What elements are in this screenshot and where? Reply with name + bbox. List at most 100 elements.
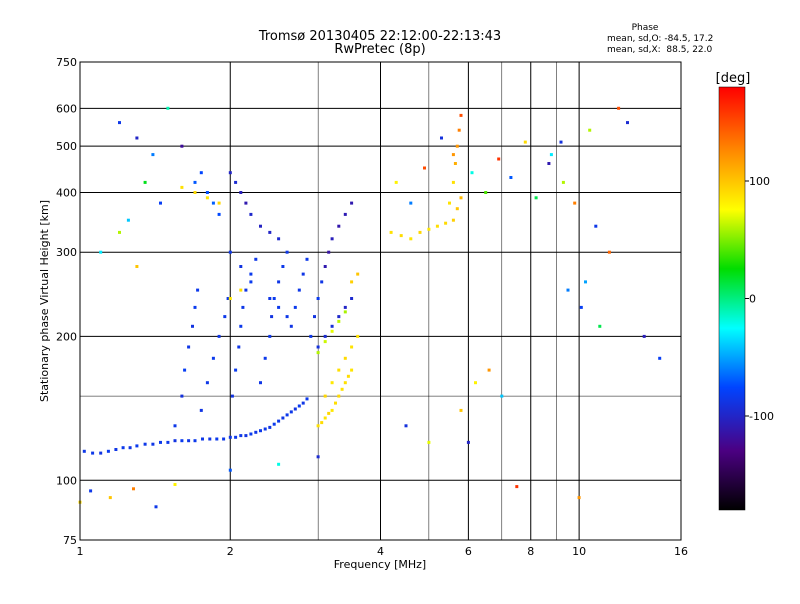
data-point <box>239 191 243 194</box>
data-point <box>118 121 121 125</box>
data-point <box>151 442 155 446</box>
data-point <box>337 319 341 323</box>
data-point <box>451 218 455 222</box>
y-tick-label: 500 <box>56 140 77 153</box>
data-point <box>239 265 243 268</box>
data-point <box>228 435 232 439</box>
y-tick-label: 100 <box>56 474 77 487</box>
data-point <box>201 437 204 441</box>
colorbar-tick-label: -100 <box>749 410 774 423</box>
data-point <box>108 496 112 500</box>
x-tick-label: 1 <box>77 545 84 558</box>
y-tick-label: 200 <box>56 330 77 343</box>
data-point <box>293 407 297 411</box>
x-axis-label: Frequency [MHz] <box>334 558 426 571</box>
data-point <box>211 356 215 360</box>
data-point <box>234 180 238 184</box>
colorbar-label: [deg] <box>716 71 751 86</box>
data-point <box>126 218 130 222</box>
data-points <box>78 106 662 509</box>
data-point <box>617 106 621 110</box>
data-point <box>444 221 448 225</box>
data-point <box>455 207 459 211</box>
data-point <box>330 381 334 385</box>
data-point <box>228 250 232 254</box>
data-point <box>180 144 184 148</box>
data-point <box>350 201 354 205</box>
data-point <box>244 288 248 292</box>
y-tick-label: 750 <box>56 56 77 69</box>
data-point <box>217 212 221 216</box>
x-tick-label: 10 <box>572 545 586 558</box>
data-point <box>455 144 459 148</box>
data-point <box>241 305 245 309</box>
data-point <box>301 272 305 276</box>
data-point <box>228 468 232 472</box>
data-point <box>330 324 334 328</box>
data-point <box>316 455 320 459</box>
data-point <box>223 315 227 319</box>
data-point <box>579 305 583 309</box>
data-point <box>584 280 587 284</box>
data-point <box>263 427 267 431</box>
data-point <box>268 297 272 300</box>
data-point <box>474 381 477 385</box>
data-point <box>337 224 341 228</box>
data-point <box>217 201 221 205</box>
stats-line-x: mean, sd,X: 88.5, 22.0 <box>607 45 713 55</box>
data-point <box>249 280 253 284</box>
data-point <box>297 404 301 408</box>
data-point <box>132 487 135 491</box>
colorbar-tick-label: 100 <box>749 175 770 188</box>
data-point <box>427 227 431 231</box>
data-point <box>316 424 320 428</box>
data-point <box>598 324 602 328</box>
data-point <box>549 153 553 157</box>
data-point <box>337 315 341 319</box>
data-point <box>343 310 347 314</box>
data-point <box>166 440 170 444</box>
data-point <box>285 250 289 254</box>
data-point <box>244 434 248 438</box>
data-point <box>230 394 234 398</box>
data-point <box>356 272 360 276</box>
data-point <box>451 180 455 184</box>
data-point <box>394 180 398 184</box>
data-point <box>151 153 155 157</box>
data-point <box>239 288 243 292</box>
data-point <box>500 394 504 398</box>
data-point <box>418 230 422 234</box>
data-point <box>234 368 238 372</box>
data-point <box>566 288 570 292</box>
y-tick-label: 600 <box>56 102 77 115</box>
data-point <box>323 265 327 268</box>
data-point <box>297 288 301 292</box>
y-tick-label: 75 <box>63 534 77 547</box>
data-point <box>337 368 341 372</box>
data-point <box>277 237 281 241</box>
data-point <box>205 196 209 200</box>
data-point <box>259 429 262 433</box>
data-point <box>440 136 443 140</box>
data-point <box>281 416 285 420</box>
data-point <box>268 230 272 234</box>
data-point <box>215 437 219 441</box>
data-point <box>249 272 253 276</box>
data-point <box>99 250 103 254</box>
data-point <box>588 128 592 132</box>
data-point <box>259 381 262 385</box>
data-point <box>272 297 276 300</box>
data-point <box>453 162 457 165</box>
data-point <box>561 180 565 184</box>
data-point <box>573 201 577 205</box>
data-point <box>208 437 212 441</box>
data-point <box>343 356 347 360</box>
data-point <box>128 446 132 450</box>
data-point <box>191 324 194 328</box>
data-point <box>459 408 463 412</box>
data-point <box>356 334 360 338</box>
data-point <box>239 434 243 438</box>
data-point <box>337 394 341 398</box>
data-point <box>466 440 470 444</box>
data-point <box>217 334 221 338</box>
